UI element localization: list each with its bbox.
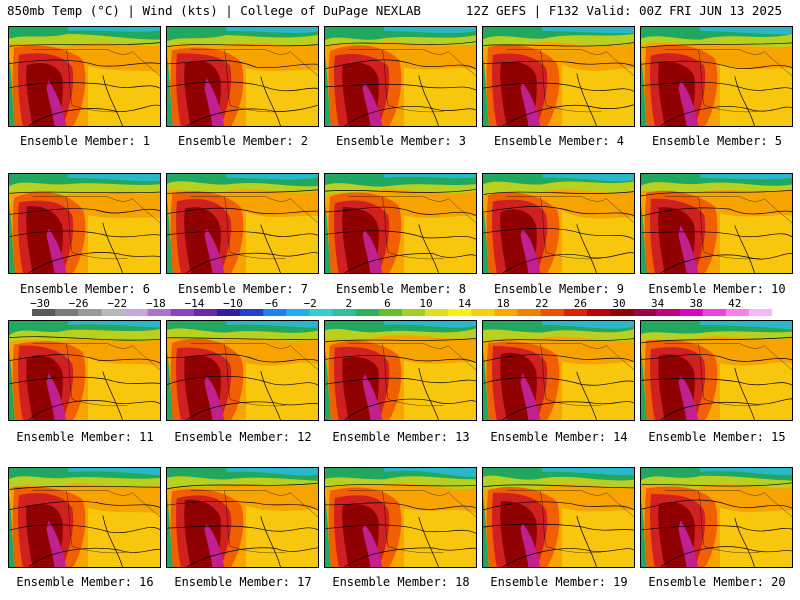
colorbar-tick-label: −22 <box>107 297 128 310</box>
colorbar-swatch <box>448 309 472 316</box>
member-map-9 <box>482 173 635 274</box>
member-map-2 <box>166 26 319 127</box>
member-map-19 <box>482 467 635 568</box>
member-map-7 <box>166 173 319 274</box>
colorbar-swatch <box>378 309 403 316</box>
colorbar-swatch <box>240 309 264 316</box>
colorbar-tick-label: 38 <box>689 297 703 310</box>
member-label-3: Ensemble Member: 3 <box>335 134 467 148</box>
colorbar-tick-label: 34 <box>650 297 665 310</box>
colorbar-swatch <box>286 309 310 316</box>
colorbar-tick-label: −14 <box>184 297 205 310</box>
colorbar-tick-label: −10 <box>223 297 243 310</box>
colorbar-swatch <box>263 309 287 316</box>
member-map-12 <box>166 320 319 421</box>
colorbar-tick-label: 6 <box>384 297 391 310</box>
colorbar-swatch <box>563 309 588 316</box>
member-map-17 <box>166 467 319 568</box>
member-map-16 <box>8 467 161 568</box>
colorbar-swatch <box>217 309 241 316</box>
member-label-16: Ensemble Member: 16 <box>16 575 154 589</box>
colorbar-swatch <box>471 309 495 316</box>
member-map-15 <box>640 320 793 421</box>
colorbar-tick-label: 26 <box>573 297 588 310</box>
colorbar-swatch <box>610 309 634 316</box>
colorbar-tick-label: −26 <box>68 297 89 310</box>
colorbar-tick-label: 14 <box>457 297 472 310</box>
colorbar-swatch <box>702 309 727 316</box>
colorbar-swatch <box>355 309 380 316</box>
colorbar-tick-label: 18 <box>496 297 510 310</box>
colorbar-swatch <box>332 309 357 316</box>
member-map-5 <box>640 26 793 127</box>
colorbar-tick-label: −30 <box>30 297 50 310</box>
member-map-4 <box>482 26 635 127</box>
colorbar-swatch <box>193 309 218 316</box>
colorbar-tick-label: −6 <box>264 297 279 310</box>
colorbar-tick-label: −2 <box>303 297 317 310</box>
colorbar-swatch <box>587 309 611 316</box>
colorbar-swatch <box>679 309 704 316</box>
colorbar-swatch <box>748 309 772 316</box>
member-label-10: Ensemble Member: 10 <box>648 282 786 296</box>
member-label-18: Ensemble Member: 18 <box>332 575 470 589</box>
colorbar-swatch <box>309 309 334 316</box>
temperature-colorbar <box>32 309 772 316</box>
member-map-14 <box>482 320 635 421</box>
member-label-15: Ensemble Member: 15 <box>648 430 786 444</box>
member-label-6: Ensemble Member: 6 <box>19 282 151 296</box>
colorbar-swatch <box>124 309 149 316</box>
colorbar-swatch <box>540 309 565 316</box>
member-map-20 <box>640 467 793 568</box>
member-label-19: Ensemble Member: 19 <box>490 575 628 589</box>
colorbar-swatch <box>147 309 172 316</box>
colorbar-tick-label: −18 <box>145 297 166 310</box>
model-run-info: 12Z GEFS | F132 Valid: 00Z FRI JUN 13 20… <box>465 3 782 18</box>
member-map-13 <box>324 320 477 421</box>
member-label-1: Ensemble Member: 1 <box>19 134 151 148</box>
colorbar-tick-label: 30 <box>612 297 626 310</box>
member-label-20: Ensemble Member: 20 <box>648 575 786 589</box>
member-label-5: Ensemble Member: 5 <box>651 134 783 148</box>
member-map-3 <box>324 26 477 127</box>
colorbar-swatch <box>425 309 449 316</box>
member-label-14: Ensemble Member: 14 <box>490 430 628 444</box>
chart-title: 850mb Temp (°C) | Wind (kts) | College o… <box>7 3 421 18</box>
member-map-6 <box>8 173 161 274</box>
colorbar-swatch <box>101 309 125 316</box>
colorbar-tick-label: 2 <box>345 297 353 310</box>
colorbar-swatch <box>55 309 79 316</box>
colorbar-swatch <box>78 309 102 316</box>
member-map-1 <box>8 26 161 127</box>
colorbar-tick-label: 22 <box>535 297 549 310</box>
member-label-4: Ensemble Member: 4 <box>493 134 625 148</box>
colorbar-swatch <box>494 309 519 316</box>
colorbar-swatch <box>517 309 542 316</box>
colorbar-swatch <box>656 309 680 316</box>
member-map-10 <box>640 173 793 274</box>
member-label-13: Ensemble Member: 13 <box>332 430 470 444</box>
member-map-8 <box>324 173 477 274</box>
colorbar-tick-label: 10 <box>419 297 433 310</box>
member-label-7: Ensemble Member: 7 <box>177 282 309 296</box>
member-label-8: Ensemble Member: 8 <box>335 282 467 296</box>
member-label-17: Ensemble Member: 17 <box>174 575 312 589</box>
member-label-11: Ensemble Member: 11 <box>16 430 154 444</box>
colorbar-swatch <box>633 309 657 316</box>
colorbar-tick-label: 42 <box>728 297 742 310</box>
colorbar-swatch <box>170 309 195 316</box>
member-label-12: Ensemble Member: 12 <box>174 430 312 444</box>
colorbar-swatch <box>725 309 750 316</box>
colorbar-swatch <box>32 309 56 316</box>
colorbar-swatch <box>402 309 426 316</box>
member-map-11 <box>8 320 161 421</box>
member-label-2: Ensemble Member: 2 <box>177 134 309 148</box>
member-map-18 <box>324 467 477 568</box>
member-label-9: Ensemble Member: 9 <box>493 282 625 296</box>
